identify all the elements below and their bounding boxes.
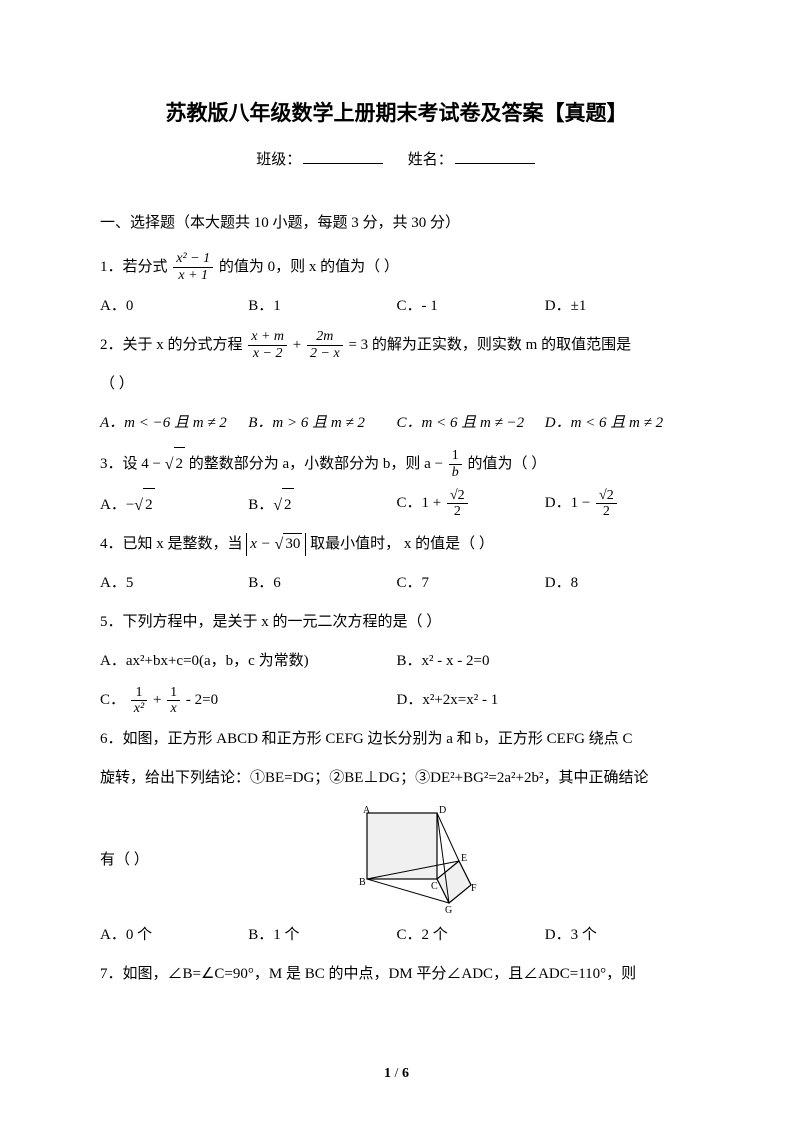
- q5-opt-d: D．x²+2x=x² - 1: [397, 684, 694, 717]
- q6-figure: A D B C E F G: [349, 805, 479, 915]
- q3-post: 的值为（ ）: [468, 456, 547, 472]
- q1-fraction: x² − 1 x + 1: [173, 251, 213, 283]
- q1-opt-c: C．- 1: [397, 290, 545, 323]
- question-2: 2．关于 x 的分式方程 x + m x − 2 + 2m 2 − x = 3 …: [100, 329, 693, 362]
- q3-mid: 的整数部分为 a，小数部分为 b，则 a −: [189, 456, 447, 472]
- q4-abs: x − √30: [246, 533, 306, 555]
- sqrt-icon: √: [134, 488, 143, 523]
- q4-post: 取最小值时， x 的值是（ ）: [310, 536, 494, 552]
- q2-opt-d: D．m < 6 且 m ≠ 2: [545, 407, 693, 440]
- page-total: 6: [402, 1066, 409, 1081]
- q4-opt-c: C．7: [397, 567, 545, 600]
- q1-opt-a: A．0: [100, 290, 248, 323]
- label-d: D: [439, 805, 446, 816]
- name-blank[interactable]: [455, 163, 535, 164]
- q1-pre: 1．若分式: [100, 259, 168, 275]
- student-info: 班级： 姓名：: [100, 147, 693, 174]
- q1-opt-d: D．±1: [545, 290, 693, 323]
- label-e: E: [461, 853, 467, 864]
- q5-opt-b: B．x² - x - 2=0: [397, 645, 694, 678]
- q3-frac: 1 b: [449, 448, 462, 480]
- q6-opt-a: A．0 个: [100, 919, 248, 952]
- question-4: 4．已知 x 是整数，当 x − √30 取最小值时， x 的值是（ ）: [100, 528, 693, 561]
- sqrt-icon: √: [273, 488, 282, 523]
- q3-opt-c: C．1 + √22: [397, 487, 545, 522]
- q2-opt-c: C．m < 6 且 m ≠ −2: [397, 407, 545, 440]
- label-c: C: [431, 881, 438, 892]
- q4-opt-a: A．5: [100, 567, 248, 600]
- question-7: 7．如图，∠B=∠C=90°，M 是 BC 的中点，DM 平分∠ADC，且∠AD…: [100, 958, 693, 991]
- class-blank[interactable]: [303, 163, 383, 164]
- q5-options-row1: A．ax²+bx+c=0(a，b，c 为常数) B．x² - x - 2=0: [100, 645, 693, 678]
- label-a: A: [363, 805, 371, 816]
- q2-opt-b: B．m > 6 且 m ≠ 2: [248, 407, 396, 440]
- q6-opt-c: C．2 个: [397, 919, 545, 952]
- q2-frac1: x + m x − 2: [248, 329, 287, 361]
- class-label: 班级：: [256, 152, 301, 168]
- q6-opt-b: B．1 个: [248, 919, 396, 952]
- q2-frac2: 2m 2 − x: [307, 329, 343, 361]
- exam-page: 苏教版八年级数学上册期末考试卷及答案【真题】 班级： 姓名： 一、选择题（本大题…: [0, 0, 793, 1122]
- page-footer: 1 / 6: [0, 1061, 793, 1086]
- section-1-heading: 一、选择题（本大题共 10 小题，每题 3 分，共 30 分）: [100, 210, 693, 237]
- q3-pre: 3．设 4 −: [100, 456, 165, 472]
- label-b: B: [359, 877, 366, 888]
- question-6-line1: 6．如图，正方形 ABCD 和正方形 CEFG 边长分别为 a 和 b，正方形 …: [100, 723, 693, 756]
- sqrt-icon: √: [275, 534, 284, 556]
- question-6-line3-row: 有（ ） A D B C E F G: [100, 801, 693, 919]
- q3-opt-d: D．1 − √22: [545, 487, 693, 522]
- q3-opt-b: B．√2: [248, 487, 396, 522]
- sqrt-icon: √: [165, 447, 174, 482]
- q2-pre: 2．关于 x 的分式方程: [100, 337, 243, 353]
- q3-options: A．−√2 B．√2 C．1 + √22 D．1 − √22: [100, 487, 693, 522]
- q2-eq: = 3 的解为正实数，则实数 m 的取值范围是: [348, 337, 631, 353]
- q4-options: A．5 B．6 C．7 D．8: [100, 567, 693, 600]
- question-1: 1．若分式 x² − 1 x + 1 的值为 0，则 x 的值为（ ）: [100, 251, 693, 284]
- q4-opt-b: B．6: [248, 567, 396, 600]
- q1-post: 的值为 0，则 x 的值为（ ）: [219, 259, 399, 275]
- q2-opt-a: A．m < −6 且 m ≠ 2: [100, 407, 248, 440]
- question-5: 5．下列方程中，是关于 x 的一元二次方程的是（ ）: [100, 606, 693, 639]
- name-label: 姓名：: [408, 152, 453, 168]
- page-title: 苏教版八年级数学上册期末考试卷及答案【真题】: [100, 95, 693, 133]
- question-6-line3: 有（ ）: [100, 844, 149, 877]
- q5-options-row2: C． 1x² + 1x - 2=0 D．x²+2x=x² - 1: [100, 684, 693, 717]
- q6-opt-d: D．3 个: [545, 919, 693, 952]
- label-g: G: [445, 905, 452, 915]
- q6-options: A．0 个 B．1 个 C．2 个 D．3 个: [100, 919, 693, 952]
- q5-opt-c: C． 1x² + 1x - 2=0: [100, 684, 397, 717]
- q5-opt-a: A．ax²+bx+c=0(a，b，c 为常数): [100, 645, 397, 678]
- question-6-line2: 旋转，给出下列结论：①BE=DG；②BE⊥DG；③DE²+BG²=2a²+2b²…: [100, 762, 693, 795]
- q1-options: A．0 B．1 C．- 1 D．±1: [100, 290, 693, 323]
- q1-opt-b: B．1: [248, 290, 396, 323]
- q2-paren: （ ）: [100, 368, 693, 401]
- q2-options: A．m < −6 且 m ≠ 2 B．m > 6 且 m ≠ 2 C．m < 6…: [100, 407, 693, 440]
- q4-opt-d: D．8: [545, 567, 693, 600]
- page-current: 1: [384, 1066, 391, 1081]
- question-3: 3．设 4 − √2 的整数部分为 a，小数部分为 b，则 a − 1 b 的值…: [100, 446, 693, 481]
- q4-pre: 4．已知 x 是整数，当: [100, 536, 246, 552]
- label-f: F: [471, 883, 477, 894]
- q3-opt-a: A．−√2: [100, 487, 248, 522]
